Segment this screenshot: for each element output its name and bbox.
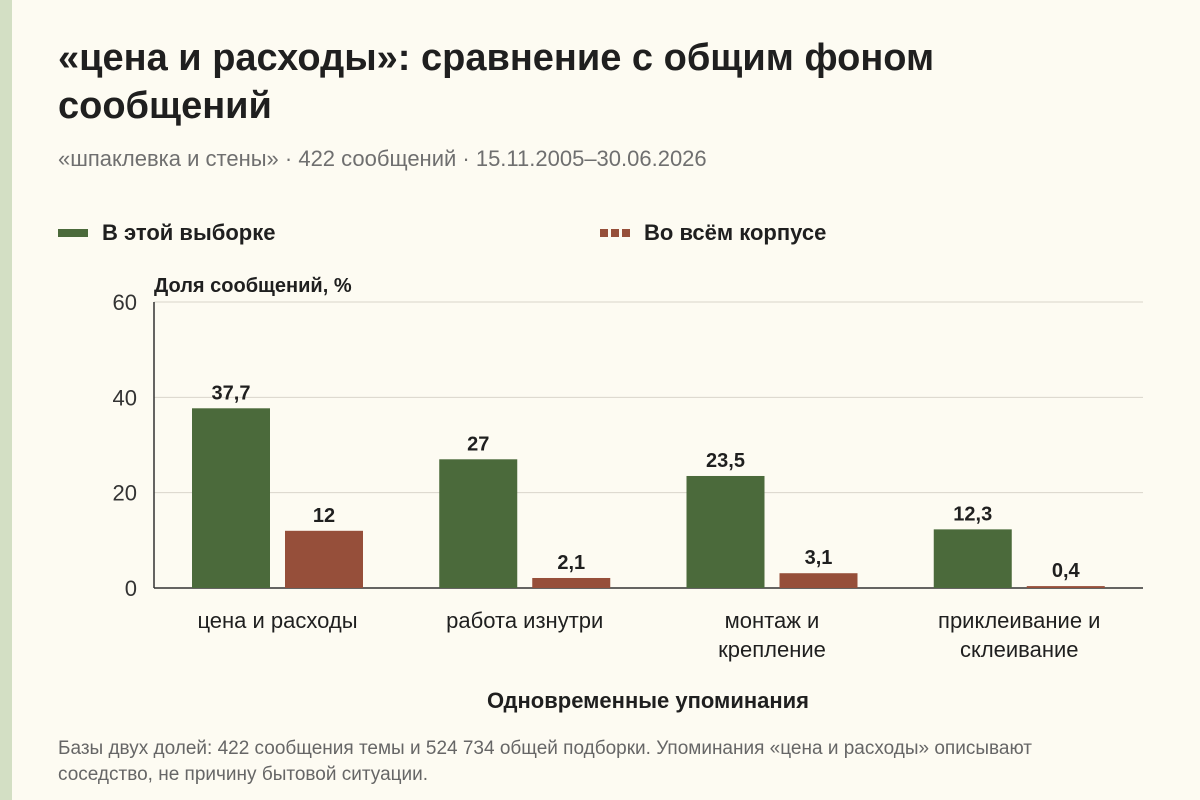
y-axis-label: Доля сообщений, % — [154, 275, 352, 297]
legend-swatch-sample — [58, 229, 88, 237]
x-axis-label: Одновременные упоминания — [487, 688, 809, 713]
data-label: 27 — [467, 433, 489, 455]
legend-label-corpus: Во всём корпусе — [644, 220, 827, 245]
category-label: работа изнутри — [446, 608, 603, 633]
legend-item-sample: В этой выборке — [58, 218, 275, 248]
category-label: цена и расходы — [197, 608, 357, 633]
category-label: приклеивание и — [938, 608, 1100, 633]
y-tick-label: 20 — [113, 481, 137, 506]
legend-swatch-corpus — [600, 229, 630, 237]
category-label: монтаж и — [725, 608, 820, 633]
legend-label-sample: В этой выборке — [102, 220, 276, 245]
data-label: 12,3 — [953, 503, 992, 525]
y-tick-label: 40 — [113, 385, 137, 410]
footnote: Базы двух долей: 422 сообщения темы и 52… — [58, 738, 1032, 785]
data-label: 37,7 — [212, 382, 251, 404]
bar-chart: 0 20 40 60 Доля сообщений, % 37,7 12 цена и рас… — [113, 275, 1143, 713]
category-label: крепление — [718, 637, 826, 662]
y-tick-label: 60 — [113, 290, 137, 315]
data-label: 12 — [313, 505, 335, 527]
data-label: 23,5 — [706, 450, 745, 472]
bar-sample — [439, 459, 518, 588]
y-tick-label: 0 — [125, 576, 137, 601]
data-label: 2,1 — [557, 552, 585, 574]
bar-corpus — [285, 530, 363, 588]
accent-bar — [0, 0, 12, 800]
bar-corpus — [1026, 586, 1105, 588]
chart-subtitle: «шпаклевка и стены» · 422 сообщений · 15… — [58, 146, 707, 171]
bar-corpus — [779, 573, 858, 588]
legend-item-corpus: Во всём корпусе — [600, 218, 826, 248]
data-label: 3,1 — [805, 547, 833, 569]
category-label: склеивание — [960, 637, 1079, 662]
bar-corpus — [532, 577, 611, 588]
chart-title: «цена и расходы»: сравнение с общим фоно… — [58, 37, 935, 127]
bar-sample — [192, 408, 270, 588]
bar-sample — [933, 529, 1012, 588]
data-label: 0,4 — [1052, 560, 1081, 582]
bar-sample — [686, 475, 765, 588]
